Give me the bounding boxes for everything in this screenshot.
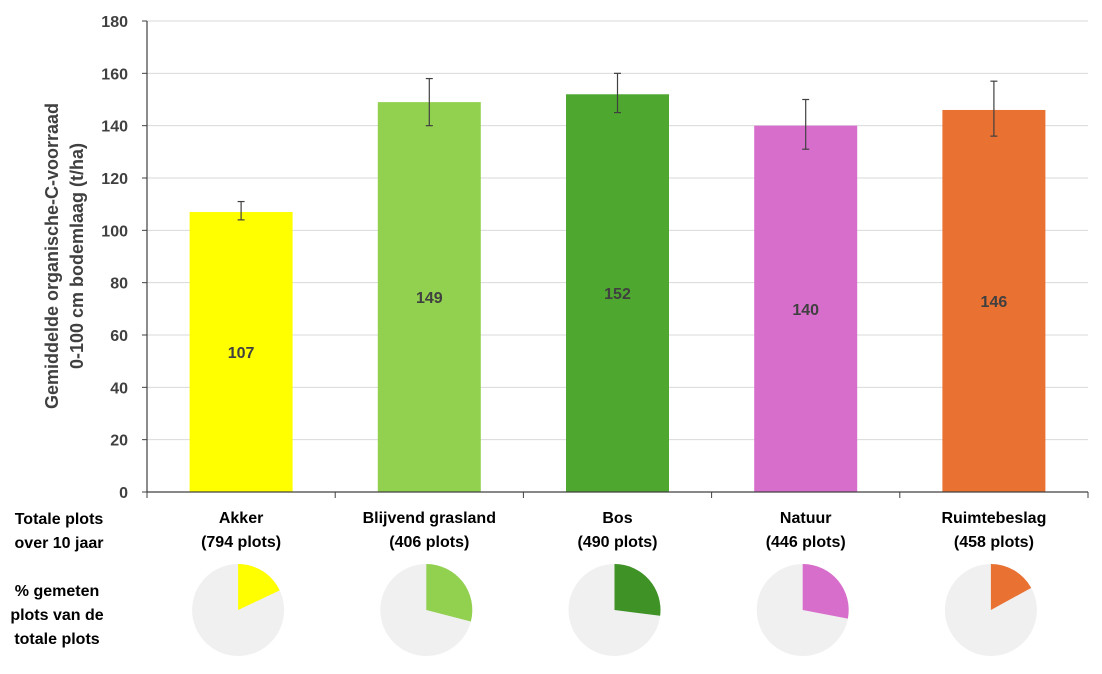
category-label: Ruimtebeslag — [941, 510, 1046, 527]
bar-5 — [942, 109, 1046, 492]
y-tick-labels: 0 20 40 60 80 100 120 140 160 180 — [101, 14, 128, 502]
category-plot-count: (458 plots) — [954, 534, 1034, 551]
category-labels: Akker (794 plots) Blijvend grasland (406 pl… — [201, 510, 1046, 551]
pie-slice-measured-5 — [990, 564, 1032, 610]
y-tick-label: 140 — [101, 119, 128, 136]
category-plot-count: (446 plots) — [766, 534, 846, 551]
y-tick-label: 180 — [101, 14, 128, 31]
category-label: Akker — [219, 510, 263, 527]
y-tick-label: 120 — [101, 171, 128, 188]
pie-slice-measured-4 — [802, 564, 849, 619]
y-tick-label: 0 — [119, 485, 128, 502]
pie-slice-measured-2 — [426, 564, 473, 622]
y-tick-label: 20 — [110, 433, 128, 450]
category-label: Bos — [602, 510, 632, 527]
row-label-totals: Totale plots — [15, 511, 104, 528]
value-label-2: 149 — [416, 290, 443, 307]
pie-slice-measured-1 — [238, 564, 280, 610]
row-label-percent: plots van de — [10, 607, 103, 624]
value-label-3: 152 — [604, 286, 631, 303]
row-label-percent: % gemeten — [15, 583, 99, 600]
bar-2 — [377, 102, 481, 492]
y-tick-label: 160 — [101, 66, 128, 83]
category-plot-count: (490 plots) — [577, 534, 657, 551]
bars — [189, 94, 1046, 493]
bar-1 — [189, 212, 293, 492]
error-bars — [237, 72, 998, 221]
bar-4 — [754, 125, 858, 493]
row-labels: Totale plots over 10 jaar % gemeten plots v… — [10, 511, 103, 648]
category-label: Blijvend grasland — [363, 510, 496, 527]
row-label-percent: totale plots — [14, 631, 99, 648]
pie-slice-measured-3 — [614, 564, 661, 616]
category-plot-count: (406 plots) — [389, 534, 469, 551]
y-axis-title-line: Gemiddelde organische-C-voorraad — [42, 103, 62, 409]
y-tick-label: 100 — [101, 223, 128, 240]
y-tick-label: 60 — [110, 328, 128, 345]
y-tick-label: 80 — [110, 276, 128, 293]
row-label-totals: over 10 jaar — [15, 535, 104, 552]
y-axis-title: Gemiddelde organische-C-voorraad 0-100 cm… — [42, 103, 87, 409]
y-axis-label: Gemiddelde organische-C-voorraad 0-100 cm… — [42, 103, 87, 409]
value-label-1: 107 — [228, 345, 255, 362]
value-labels: 107 149 152 140 146 — [228, 286, 1008, 362]
axes — [142, 20, 1089, 498]
value-label-4: 140 — [792, 302, 819, 319]
pie-charts — [192, 564, 1037, 656]
value-label-5: 146 — [981, 294, 1008, 311]
y-tick-label: 40 — [110, 380, 128, 397]
category-plot-count: (794 plots) — [201, 534, 281, 551]
category-label: Natuur — [780, 510, 832, 527]
y-axis-title-line: 0-100 cm bodemlaag (t/ha) — [67, 143, 87, 369]
bar-3 — [566, 94, 669, 493]
